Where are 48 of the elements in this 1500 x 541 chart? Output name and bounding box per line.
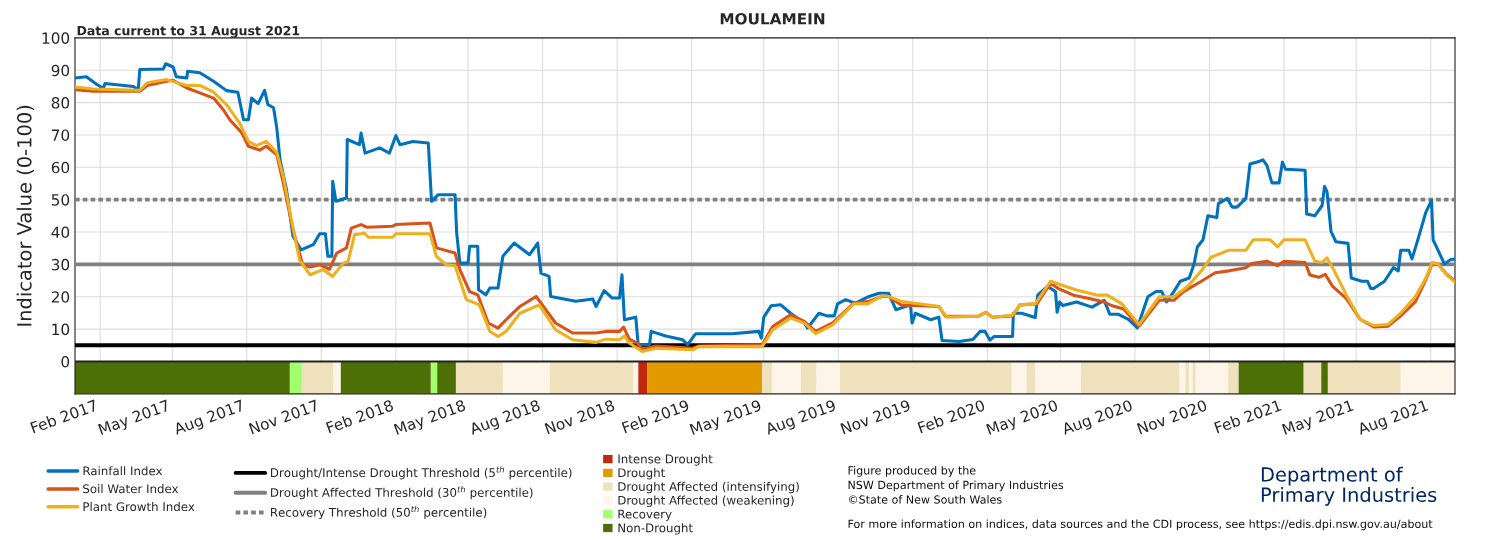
x-tick-label: Aug 2018 <box>468 399 542 438</box>
y-tick-label: 30 <box>51 258 70 271</box>
legend-label: Recovery Threshold (50$^{th}$ percentile) <box>271 505 487 520</box>
y-tick-label: 90 <box>51 64 70 77</box>
y-tick-label: 10 <box>52 323 70 336</box>
legend-label: Drought/Intense Drought Threshold (5$^{th}$ percentile) <box>271 466 572 480</box>
x-tick-label: Feb 2021 <box>1213 399 1282 434</box>
legend-label: Intense Drought <box>618 454 713 466</box>
x-tick-label: May 2018 <box>393 399 468 438</box>
legend-label: Drought Affected (weakening) <box>618 495 794 508</box>
x-tick-label: Aug 2021 <box>1356 399 1430 438</box>
x-tick-label: Feb 2019 <box>621 399 690 434</box>
y-tick-label: 50 <box>51 194 70 206</box>
x-tick-label: Feb 2018 <box>325 399 394 434</box>
x-tick-label: Aug 2019 <box>764 399 838 438</box>
x-tick-label: Nov 2018 <box>544 399 616 435</box>
y-tick-label: 0 <box>61 355 70 368</box>
legend-label: Recovery <box>618 509 672 521</box>
legend-label: Drought <box>618 468 665 480</box>
x-tick-label: Nov 2017 <box>248 399 320 435</box>
x-tick-label: Nov 2020 <box>1136 399 1208 435</box>
legend-label: Soil Water Index <box>83 484 179 494</box>
x-tick-label: Aug 2020 <box>1060 399 1134 438</box>
x-tick-label: May 2019 <box>689 399 763 438</box>
legend-label: Non-Drought <box>618 523 693 535</box>
y-tick-label: 20 <box>51 291 70 303</box>
legend-label: Plant Growth Index <box>83 501 195 512</box>
x-tick-label: Feb 2020 <box>917 399 986 434</box>
text: Figure produced by the NSW Department of Primary Industries ©State of New South Wales <box>848 465 1064 504</box>
y-tick-label: 40 <box>51 226 70 239</box>
x-tick-label: Feb 2017 <box>29 399 98 434</box>
x-tick-label: May 2020 <box>986 399 1060 438</box>
x-tick-label: May 2021 <box>1281 399 1355 438</box>
chart-title: MOULAMEIN <box>720 13 825 25</box>
x-tick-label: Aug 2017 <box>172 399 246 438</box>
chart-subtitle: Data current to 31 August 2021 <box>77 25 300 38</box>
y-tick-label: 70 <box>51 129 70 141</box>
text: For more information on indices, data sources and the CDI process, see https://edis.dpi.nsw.gov.au/about <box>848 519 1433 531</box>
y-tick-label: 60 <box>51 161 70 174</box>
y-tick-label: 100 <box>42 32 70 44</box>
legend-label: Rainfall Index <box>83 466 163 476</box>
y-axis-title: Indicator Value (0-100) <box>16 105 34 326</box>
legend-label: Drought Affected (intensifying) <box>618 481 799 494</box>
x-tick-label: May 2017 <box>97 399 172 438</box>
x-tick-label: Nov 2019 <box>840 399 911 435</box>
y-tick-label: 80 <box>51 97 70 109</box>
legend-label: Drought Affected Threshold (30$^{th}$ percentile) <box>271 485 533 500</box>
text: Department of Primary Industries <box>1261 466 1437 506</box>
